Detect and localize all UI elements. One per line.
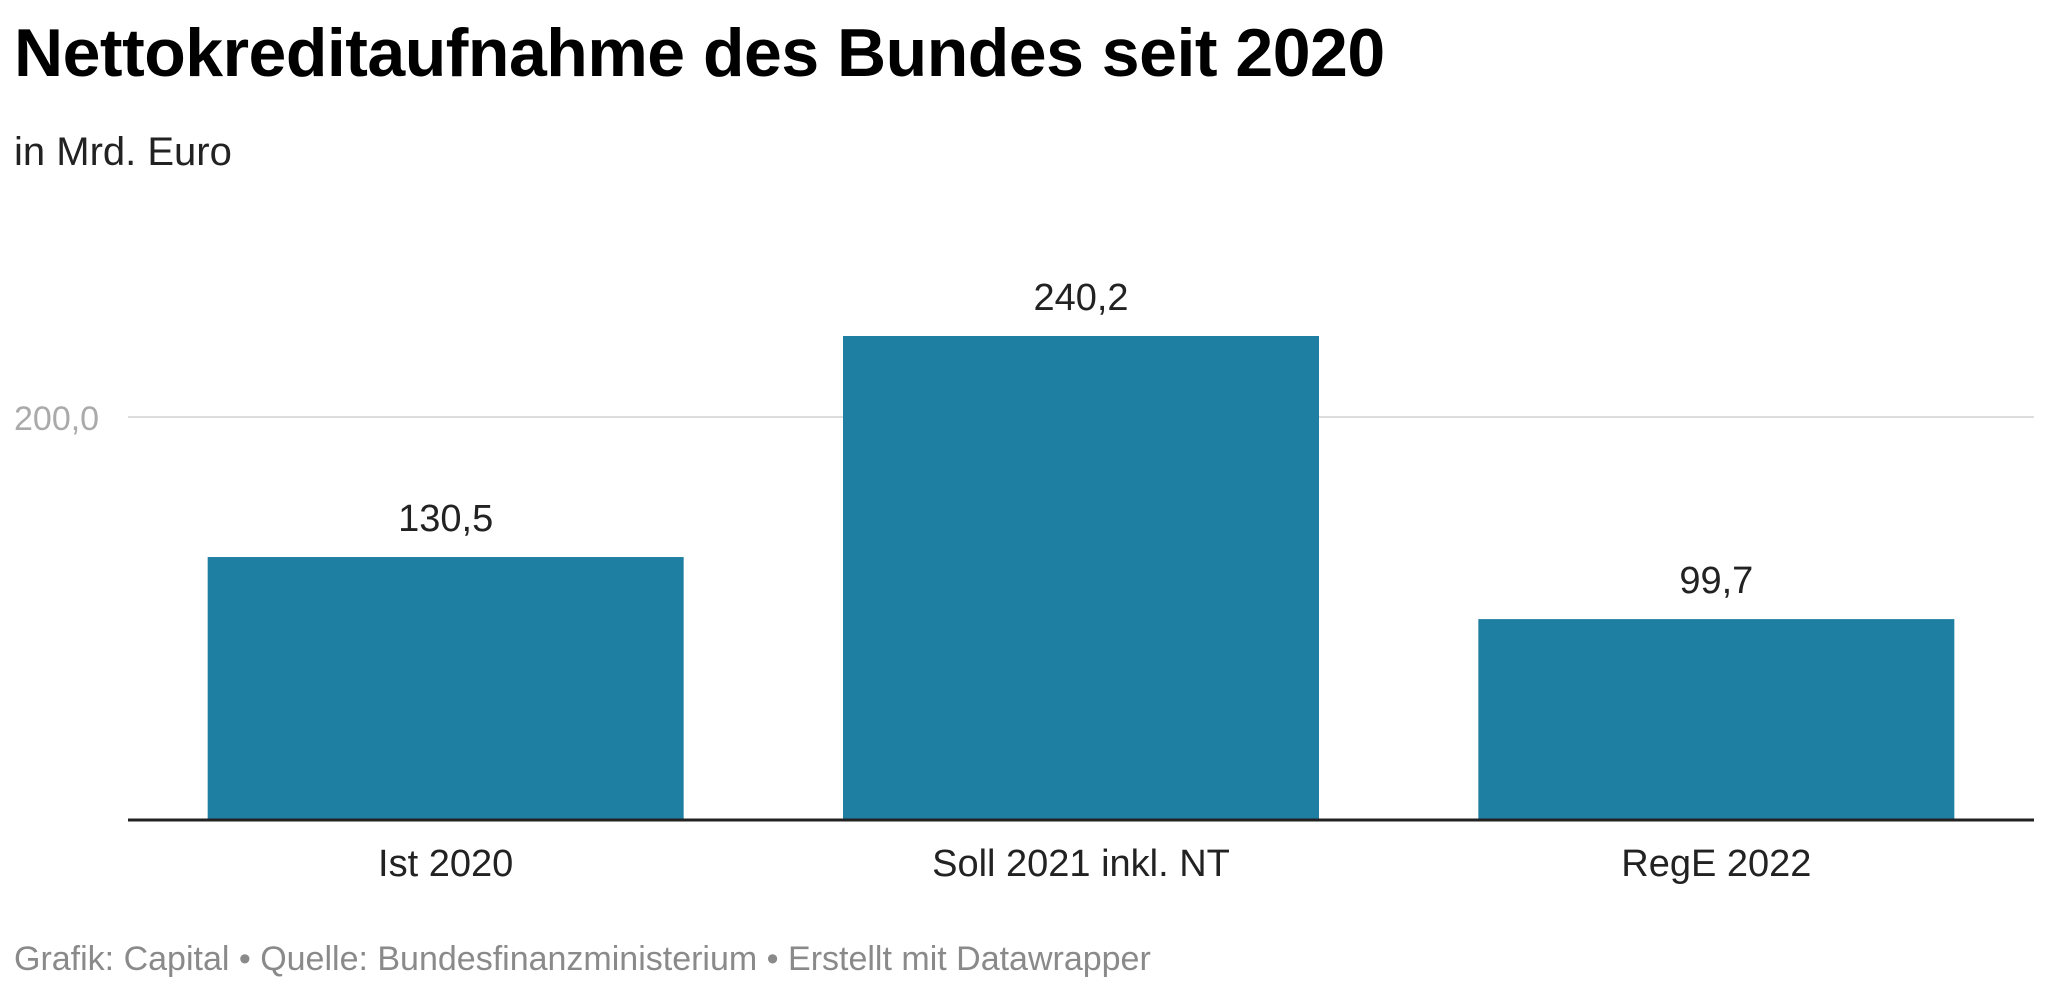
bar-2 — [1478, 619, 1955, 820]
category-label-1: Soll 2021 inkl. NT — [932, 843, 1230, 885]
y-tick-label-0: 200,0 — [14, 400, 99, 438]
bar-1 — [843, 336, 1319, 820]
source-footer: Grafik: Capital • Quelle: Bundesfinanzmi… — [14, 940, 1151, 978]
bar-0 — [207, 557, 684, 820]
category-label-0: Ist 2020 — [378, 843, 513, 885]
value-label-0: 130,5 — [398, 498, 493, 540]
category-label-2: RegE 2022 — [1621, 843, 1811, 885]
chart-subtitle: in Mrd. Euro — [14, 130, 232, 174]
value-label-1: 240,2 — [1033, 277, 1128, 319]
value-label-2: 99,7 — [1679, 560, 1753, 602]
chart-title: Nettokreditaufnahme des Bundes seit 2020 — [14, 15, 1385, 91]
